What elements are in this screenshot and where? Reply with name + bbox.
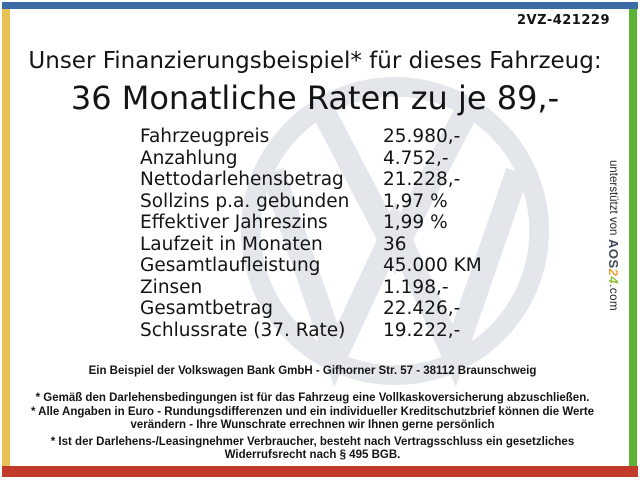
aos24-logo-two: 2 <box>606 268 621 277</box>
disclaimer-line: * Ist der Darlehens-/Leasingnehmer Verbr… <box>50 436 575 448</box>
row-value: 36 <box>383 233 407 255</box>
frame-strip-bottom <box>2 466 638 477</box>
disclaimer-line: * Gemäß den Darlehensbedingungen ist für… <box>35 392 590 404</box>
frame-strip-right <box>629 9 637 466</box>
row-label: Zinsen <box>140 276 203 298</box>
row-value: 4.752,- <box>383 147 449 169</box>
document-id: 2VZ-421229 <box>517 13 610 28</box>
bank-address-line: Ein Beispiel der Volkswagen Bank GmbH - … <box>88 365 537 377</box>
table-row: Laufzeit in Monaten 36 <box>140 234 560 256</box>
row-value: 1,97 % <box>383 190 448 212</box>
aos24-logo-dotcom: .com <box>607 283 619 311</box>
row-label: Nettodarlehensbetrag <box>140 169 344 190</box>
table-row: Effektiver Jahreszins 1,99 % <box>140 212 560 234</box>
disclaimer-withdrawal: * Ist der Darlehens-/Leasingnehmer Verbr… <box>15 436 610 462</box>
aos24-logo-four: 4 <box>606 276 621 284</box>
row-label: Anzahlung <box>140 147 238 169</box>
table-row: Gesamtbetrag 22.426,- <box>140 298 560 320</box>
table-row: Schlussrate (37. Rate) 19.222,- <box>140 320 560 342</box>
row-label: Fahrzeugpreis <box>140 126 270 147</box>
row-label: Sollzins p.a. gebunden <box>140 190 350 212</box>
disclaimer-rounding: * Alle Angaben in Euro - Rundungsdiffere… <box>15 406 610 432</box>
table-row: Gesamtlaufleistung 45.000 KM <box>140 255 560 277</box>
table-row: Nettodarlehensbetrag 21.228,- <box>140 169 560 191</box>
disclaimer-line: Widerrufsrecht nach § 495 BGB. <box>224 449 401 461</box>
row-value: 19.222,- <box>383 319 461 341</box>
table-row: Fahrzeugpreis 25.980,- <box>140 126 560 148</box>
row-label: Effektiver Jahreszins <box>140 212 328 233</box>
row-value: 25.980,- <box>383 126 461 147</box>
row-label: Laufzeit in Monaten <box>140 233 323 255</box>
frame-strip-left <box>2 9 10 466</box>
disclaimer-line: verändern - Ihre Wunschrate errechnen wi… <box>130 419 495 431</box>
table-row: Anzahlung 4.752,- <box>140 148 560 170</box>
table-row: Sollzins p.a. gebunden 1,97 % <box>140 191 560 213</box>
row-value: 21.228,- <box>383 169 461 190</box>
financing-table: Fahrzeugpreis 25.980,- Anzahlung 4.752,-… <box>140 126 560 341</box>
row-value: 45.000 KM <box>383 255 482 276</box>
title-monthly-rate: 36 Monatliche Raten zu je 89,- <box>70 79 560 117</box>
disclaimer-insurance: * Gemäß den Darlehensbedingungen ist für… <box>15 392 610 405</box>
row-label: Gesamtbetrag <box>140 298 274 319</box>
row-value: 22.426,- <box>383 298 461 319</box>
title-offer-intro: Unser Finanzierungsbeispiel* für dieses … <box>28 48 602 74</box>
aos24-logo: AOS24.com <box>606 239 621 311</box>
supported-by-label: unterstützt von <box>607 160 619 236</box>
table-row: Zinsen 1.198,- <box>140 277 560 299</box>
row-label: Schlussrate (37. Rate) <box>140 319 346 341</box>
disclaimer-line: * Alle Angaben in Euro - Rundungsdiffere… <box>30 406 595 418</box>
supported-by-credit: unterstützt von AOS24.com <box>606 160 621 460</box>
row-label: Gesamtlaufleistung <box>140 255 321 276</box>
row-value: 1,99 % <box>383 212 448 233</box>
frame-strip-top <box>2 2 638 9</box>
row-value: 1.198,- <box>383 276 449 298</box>
aos24-logo-aos: AOS <box>606 238 621 269</box>
